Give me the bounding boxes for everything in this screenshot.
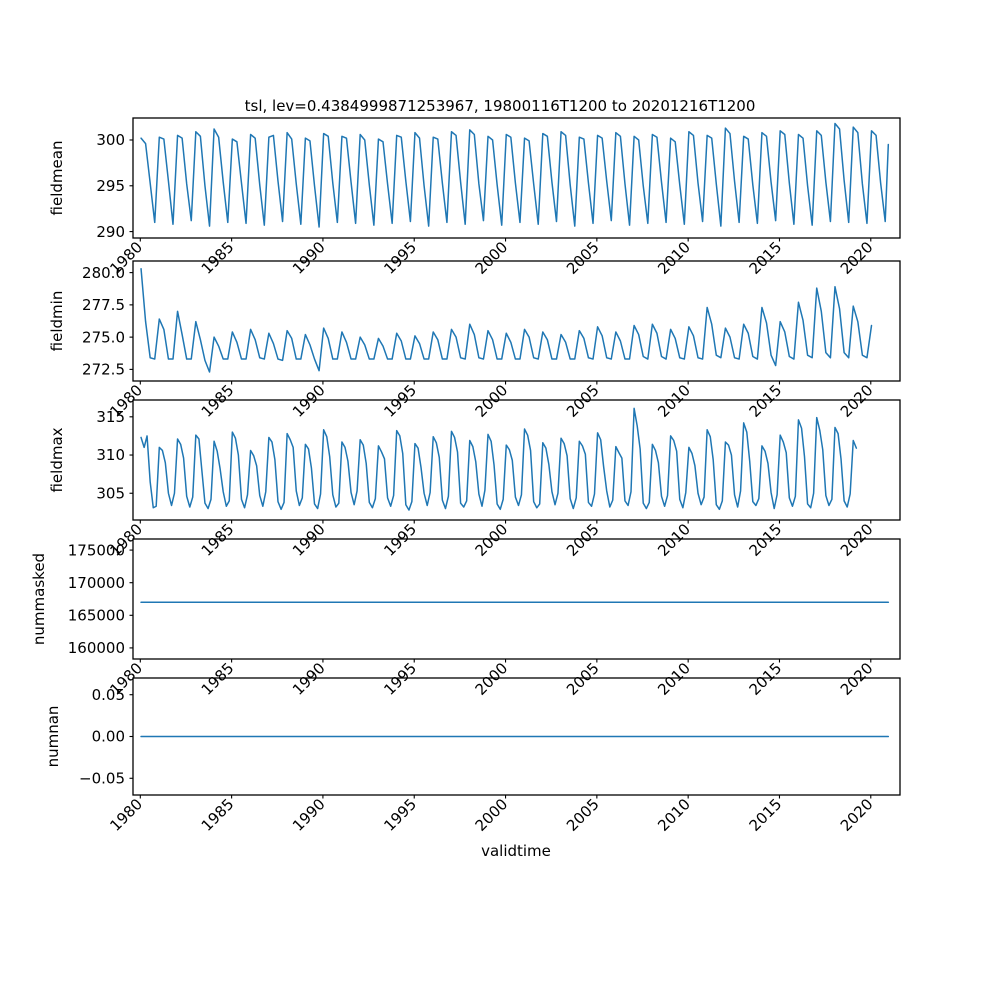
- ytick-label: 275.0: [82, 328, 125, 346]
- axes-frame: [132, 117, 901, 239]
- axes-frame: [132, 399, 901, 521]
- series-line-fieldmax: [140, 407, 858, 511]
- ytick-label: 170000: [68, 574, 125, 592]
- ytick-label: 305: [96, 484, 125, 502]
- ytick-label: 310: [96, 446, 125, 464]
- ytick-label: 175000: [68, 541, 125, 559]
- ytick-label: 295: [96, 177, 125, 195]
- xaxis-label: validtime: [481, 842, 551, 860]
- ytick-label: −0.05: [79, 769, 125, 787]
- series-line-fieldmin: [140, 267, 873, 373]
- axes-frame: [132, 538, 901, 660]
- figure-title: tsl, lev=0.4384999871253967, 19800116T12…: [245, 97, 756, 115]
- yaxis-label-fieldmin: fieldmin: [48, 291, 66, 352]
- ytick-label: 315: [96, 408, 125, 426]
- ytick-label: 280.0: [82, 264, 125, 282]
- ytick-label: 0.05: [92, 686, 125, 704]
- ytick-label: 165000: [68, 607, 125, 625]
- yaxis-label-numnan: numnan: [44, 706, 62, 768]
- ytick-label: 277.5: [82, 296, 125, 314]
- ytick-label: 160000: [68, 639, 125, 657]
- series-line-fieldmean: [140, 122, 890, 228]
- ytick-label: 0.00: [92, 728, 125, 746]
- yaxis-label-fieldmax: fieldmax: [48, 427, 66, 492]
- ytick-label: 300: [96, 131, 125, 149]
- yaxis-label-fieldmean: fieldmean: [48, 141, 66, 216]
- ytick-label: 290: [96, 223, 125, 241]
- yaxis-label-nummasked: nummasked: [30, 553, 48, 645]
- axes-frame: [132, 260, 901, 382]
- ytick-label: 272.5: [82, 361, 125, 379]
